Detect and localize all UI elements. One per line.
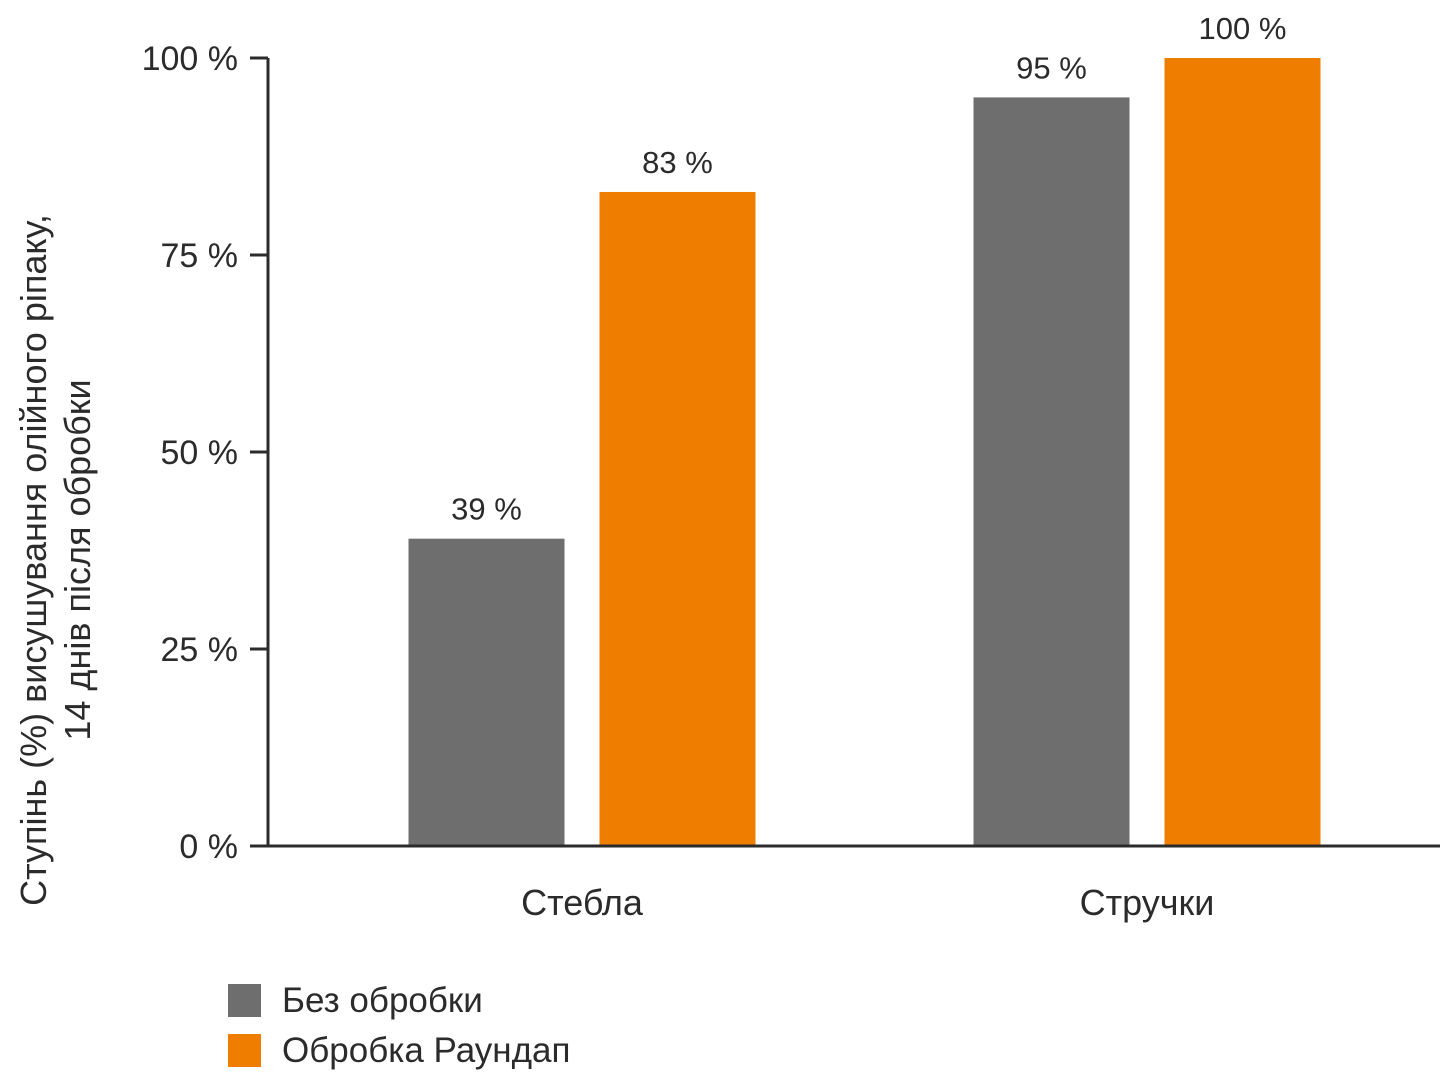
y-tick-label: 75 % (161, 237, 239, 275)
legend-label: Обробка Раундап (282, 1031, 570, 1070)
legend-swatch (228, 1034, 261, 1067)
y-tick-label: 25 % (161, 631, 239, 669)
y-axis-ticks: 0 % 25 % 50 % 75 % 100 % (142, 40, 268, 866)
x-category-label: Стручки (1080, 882, 1215, 923)
y-tick-label: 50 % (161, 434, 239, 472)
bar (599, 191, 756, 846)
bar (1164, 58, 1321, 846)
bar (408, 538, 565, 846)
legend-swatch (228, 984, 261, 1017)
y-axis-title-line-1: Ступінь (%) висушування олійного ріпаку, (13, 214, 54, 906)
y-axis-title-line-2: 14 днів після обробки (57, 379, 98, 740)
bar-value-label: 39 % (451, 492, 522, 527)
bars (408, 58, 1321, 846)
x-axis-categories: Стебла Стручки (521, 882, 1214, 923)
y-tick-label: 100 % (142, 40, 238, 78)
y-axis-title: Ступінь (%) висушування олійного ріпаку,… (13, 214, 98, 906)
y-tick-label: 0 % (179, 828, 238, 866)
bar-value-label: 95 % (1016, 50, 1087, 85)
legend: Без обробки Обробка Раундап (228, 981, 570, 1070)
legend-label: Без обробки (282, 981, 483, 1020)
bar (973, 97, 1130, 846)
x-category-label: Стебла (521, 882, 644, 923)
bar-value-label: 83 % (642, 145, 713, 180)
bar-labels: 39 % 83 % 95 % 100 % (451, 11, 1286, 527)
bar-value-label: 100 % (1199, 11, 1287, 46)
